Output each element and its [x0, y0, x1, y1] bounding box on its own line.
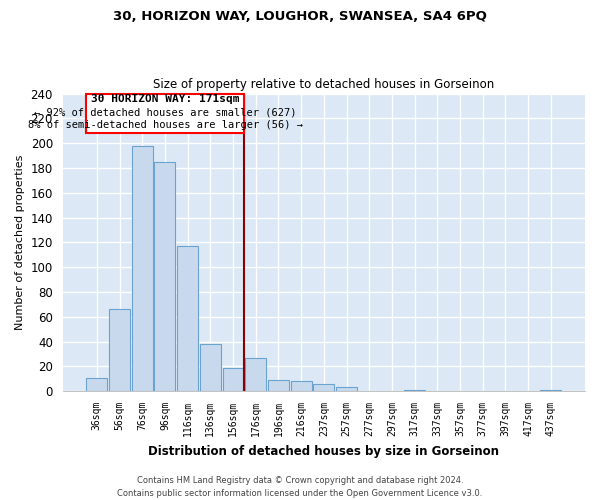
Bar — [177, 246, 198, 391]
Text: 8% of semi-detached houses are larger (56) →: 8% of semi-detached houses are larger (5… — [28, 120, 303, 130]
FancyBboxPatch shape — [86, 94, 244, 133]
Bar — [290, 382, 311, 391]
Text: Contains HM Land Registry data © Crown copyright and database right 2024.
Contai: Contains HM Land Registry data © Crown c… — [118, 476, 482, 498]
Bar — [313, 384, 334, 391]
Bar — [109, 310, 130, 391]
Bar — [245, 358, 266, 391]
Text: ← 92% of detached houses are smaller (627): ← 92% of detached houses are smaller (62… — [34, 107, 296, 117]
Text: 30, HORIZON WAY, LOUGHOR, SWANSEA, SA4 6PQ: 30, HORIZON WAY, LOUGHOR, SWANSEA, SA4 6… — [113, 10, 487, 23]
Bar — [541, 390, 561, 391]
Bar — [336, 388, 357, 391]
Bar — [132, 146, 152, 391]
Y-axis label: Number of detached properties: Number of detached properties — [15, 154, 25, 330]
X-axis label: Distribution of detached houses by size in Gorseinon: Distribution of detached houses by size … — [148, 444, 499, 458]
Bar — [154, 162, 175, 391]
Text: 30 HORIZON WAY: 171sqm: 30 HORIZON WAY: 171sqm — [91, 94, 239, 104]
Bar — [404, 390, 425, 391]
Title: Size of property relative to detached houses in Gorseinon: Size of property relative to detached ho… — [153, 78, 494, 91]
Bar — [86, 378, 107, 391]
Bar — [200, 344, 221, 391]
Bar — [223, 368, 244, 391]
Bar — [268, 380, 289, 391]
